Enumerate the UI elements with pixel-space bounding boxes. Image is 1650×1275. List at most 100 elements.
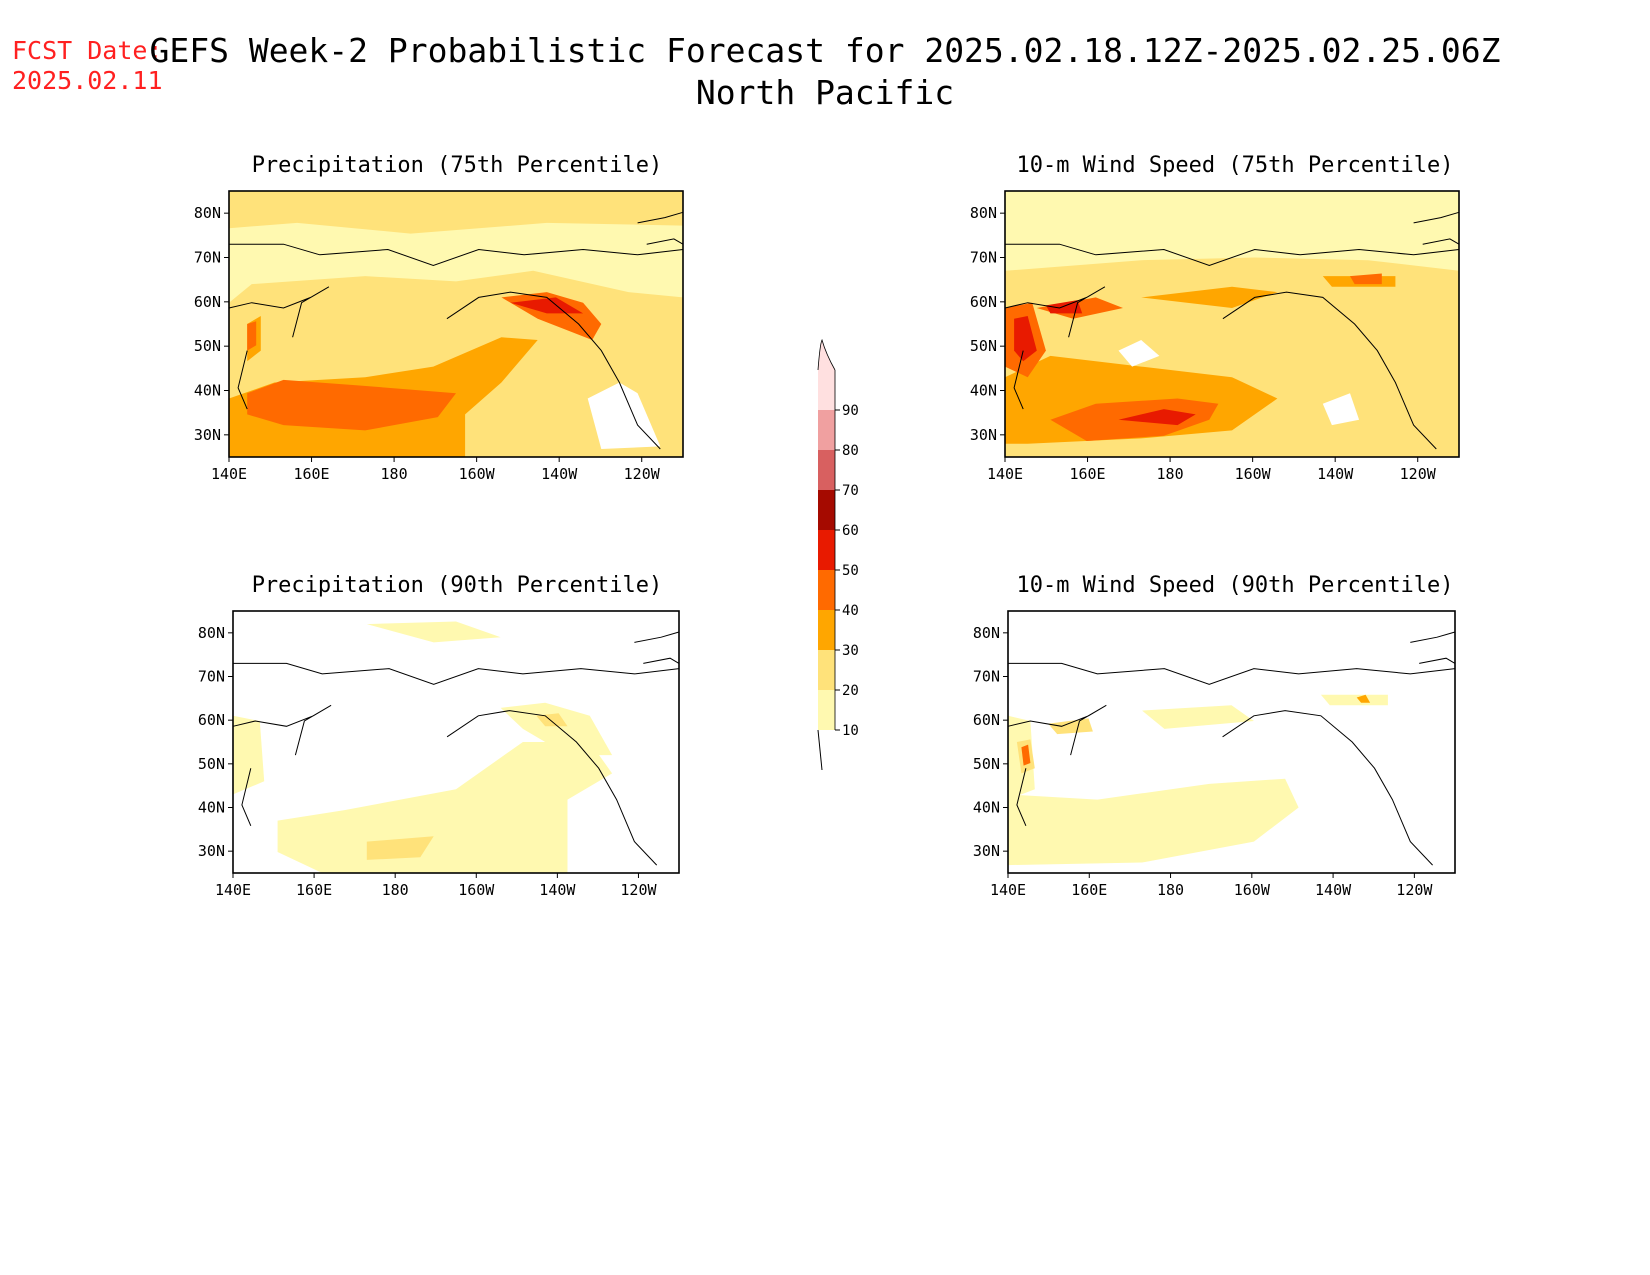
y-tick-label: 40N (194, 382, 221, 400)
y-tick-label: 30N (973, 842, 1000, 860)
map-frame (1007, 610, 1456, 874)
colorbar-swatch (818, 570, 835, 610)
x-tick-label: 160W (1234, 881, 1271, 899)
panel-title-precip-90: Precipitation (90th Percentile) (251, 573, 663, 598)
x-tick-label: 140E (987, 465, 1023, 483)
coastline (446, 710, 658, 866)
probability-contour (277, 742, 613, 873)
y-tick-label: 60N (973, 711, 1000, 729)
field-layer (1008, 611, 1455, 873)
colorbar-tick-label: 60 (842, 523, 859, 539)
y-tick-label: 30N (970, 426, 997, 444)
colorbar-swatch (818, 650, 835, 690)
probability-contour (366, 621, 501, 643)
y-tick-label: 80N (198, 624, 225, 642)
colorbar-tick-label: 90 (842, 403, 859, 419)
y-tick-label: 50N (198, 755, 225, 773)
y-tick-label: 70N (198, 668, 225, 686)
colorbar-tick-label: 40 (842, 603, 859, 619)
probability-contour (1322, 393, 1360, 426)
coastline (646, 238, 684, 245)
x-tick-label: 160E (1071, 881, 1107, 899)
panel-title-precip-75: Precipitation (75th Percentile) (251, 153, 663, 178)
forecast-date-label: FCST Date: 2025.02.11 (12, 36, 163, 96)
coastline (1007, 704, 1107, 756)
colorbar-lower-arrow (817, 729, 823, 771)
x-tick-label: 140E (215, 881, 251, 899)
colorbar-swatch (818, 490, 835, 530)
x-tick-label: 120W (624, 465, 661, 483)
coastline (1016, 768, 1027, 826)
y-tick-label: 30N (194, 426, 221, 444)
probability-contour (587, 382, 661, 449)
map-panel-wind-75: 140E 160E 180 160W 140W 120W 80N 70N 60N 50N 40N 30… (970, 190, 1460, 483)
y-tick-label: 80N (194, 204, 221, 222)
coastline (228, 286, 330, 338)
colorbar-tick-label: 20 (842, 683, 859, 699)
x-tick-label: 140W (541, 465, 578, 483)
probability-contour (1350, 273, 1382, 285)
x-tick-label: 140E (990, 881, 1026, 899)
coastline (233, 662, 680, 685)
probability-contour (536, 713, 568, 727)
coastline (1008, 662, 1456, 685)
x-tick-label: 140W (1317, 465, 1354, 483)
x-tick-label: 160E (1069, 465, 1105, 483)
y-tick-label: 40N (198, 799, 225, 817)
x-tick-label: 120W (1400, 465, 1437, 483)
field-layer (1005, 191, 1459, 457)
y-tick-label: 30N (198, 842, 225, 860)
x-tick-label: 120W (1396, 881, 1433, 899)
probability-contour (1356, 694, 1371, 703)
colorbar-swatch (818, 690, 835, 730)
probability-contour (500, 702, 613, 756)
x-tick-label: 160E (296, 881, 332, 899)
probability-contour (229, 191, 683, 234)
y-tick-label: 40N (973, 799, 1000, 817)
panel-title-wind-90: 10-m Wind Speed (90th Percentile) (1016, 573, 1454, 598)
coastline (1005, 243, 1460, 267)
coastline (229, 243, 684, 267)
probability-contour (1048, 718, 1093, 735)
probability-contour (1142, 705, 1254, 729)
y-tick-label: 80N (970, 204, 997, 222)
x-tick-label: 140W (539, 881, 576, 899)
y-tick-label: 50N (970, 337, 997, 355)
colorbar-swatch (818, 410, 835, 450)
field-layer (233, 611, 679, 873)
probability-contour (233, 715, 265, 795)
map-panel-precip-90: 140E 160E 180 160W 140W 120W 80N 70N 60N 50N 40N 30… (198, 610, 680, 899)
x-tick-label: 140W (1315, 881, 1352, 899)
y-tick-label: 60N (198, 711, 225, 729)
x-tick-label: 160W (458, 881, 495, 899)
map-frame (228, 190, 684, 458)
coastline (1419, 657, 1456, 664)
y-tick-label: 80N (973, 624, 1000, 642)
x-tick-label: 120W (620, 881, 657, 899)
x-tick-label: 180 (1157, 881, 1184, 899)
colorbar-swatch (818, 450, 835, 490)
coastline (1222, 710, 1433, 866)
coastline (232, 704, 332, 756)
probability-contour (1118, 409, 1196, 426)
probability-contour (1014, 316, 1037, 362)
title-line-1: GEFS Week-2 Probabilistic Forecast for 2… (149, 31, 1501, 70)
map-frame (232, 610, 680, 874)
probability-contour (247, 321, 257, 351)
x-tick-label: 180 (382, 881, 409, 899)
x-tick-label: 180 (381, 465, 408, 483)
x-tick-label: 160E (293, 465, 329, 483)
coastline (1013, 350, 1024, 410)
probability-contour (1320, 694, 1388, 706)
page-title: GEFS Week-2 Probabilistic Forecast for 2… (0, 30, 1650, 114)
probability-contour (366, 836, 434, 860)
colorbar-tick-label: 30 (842, 643, 859, 659)
probability-contour (1008, 778, 1299, 866)
x-tick-label: 160W (459, 465, 496, 483)
title-line-2: North Pacific (695, 73, 955, 112)
coastline (637, 211, 684, 224)
x-tick-label: 180 (1157, 465, 1184, 483)
y-tick-label: 50N (973, 755, 1000, 773)
coastline (237, 350, 248, 410)
y-tick-label: 50N (194, 337, 221, 355)
